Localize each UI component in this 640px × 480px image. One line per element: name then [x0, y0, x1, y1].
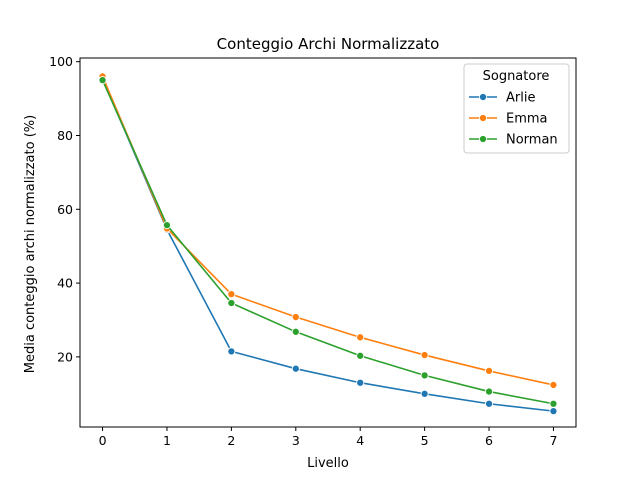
data-point-emma: [291, 312, 300, 322]
data-point-arlie: [356, 378, 365, 387]
legend-marker-arlie: [478, 92, 488, 102]
data-point-norman: [356, 351, 365, 360]
y-axis: 20 40 60 80 100: [49, 54, 80, 364]
data-point-emma: [549, 380, 558, 389]
data-point-arlie: [420, 389, 429, 398]
x-tick-label: 7: [549, 433, 557, 448]
chart-title: Conteggio Archi Normalizzato: [217, 35, 440, 53]
y-tick-label: 80: [57, 128, 73, 143]
plot-frame: [79, 57, 577, 428]
series-norman: [98, 76, 558, 408]
x-tick-label: 0: [99, 433, 107, 448]
legend-label-arlie: Arlie: [506, 91, 535, 106]
data-point-norman: [227, 298, 236, 308]
y-tick-label: 20: [57, 349, 73, 364]
data-point-emma: [484, 366, 494, 375]
legend: Sognatore Arlie Emma Norman: [463, 63, 570, 154]
data-point-arlie: [291, 364, 300, 373]
x-tick-label: 4: [356, 433, 364, 448]
data-point-arlie: [484, 399, 494, 408]
series-line-emma: [101, 76, 554, 386]
series-layer: [98, 72, 558, 416]
x-axis-label: Livello: [307, 456, 349, 471]
data-point-norman: [420, 371, 429, 380]
data-point-arlie: [227, 347, 236, 356]
data-point-emma: [227, 290, 236, 299]
x-tick-label: 1: [163, 433, 171, 448]
y-tick-label: 100: [49, 54, 73, 69]
legend-item-emma: Emma: [469, 112, 548, 127]
series-line-arlie: [101, 77, 554, 412]
y-tick-label: 40: [57, 276, 73, 291]
data-point-norman: [484, 387, 494, 396]
legend-marker-emma: [478, 113, 488, 123]
series-emma: [98, 72, 558, 389]
x-tick-label: 6: [485, 433, 493, 448]
x-tick-label: 2: [227, 433, 235, 448]
x-tick-label: 5: [421, 433, 429, 448]
data-point-emma: [420, 350, 429, 360]
data-point-arlie: [549, 407, 558, 416]
x-axis: 0 1 2 3 4 5 6 7: [99, 427, 557, 448]
data-point-emma: [356, 333, 365, 342]
y-tick-label: 60: [57, 202, 73, 217]
y-axis-label: Media conteggio archi normalizzato (%): [23, 115, 38, 373]
legend-item-norman: Norman: [469, 133, 558, 148]
legend-item-arlie: Arlie: [469, 91, 535, 106]
legend-label-norman: Norman: [506, 133, 558, 148]
legend-title: Sognatore: [483, 69, 550, 84]
data-point-norman: [162, 221, 172, 230]
legend-box: [463, 63, 570, 154]
legend-label-emma: Emma: [506, 112, 548, 127]
x-tick-label: 3: [292, 433, 300, 448]
data-point-norman: [291, 327, 300, 336]
plot-area: [79, 57, 577, 428]
legend-marker-norman: [478, 134, 488, 144]
data-point-norman: [549, 399, 558, 408]
data-point-norman: [98, 76, 107, 85]
series-line-norman: [101, 79, 554, 405]
